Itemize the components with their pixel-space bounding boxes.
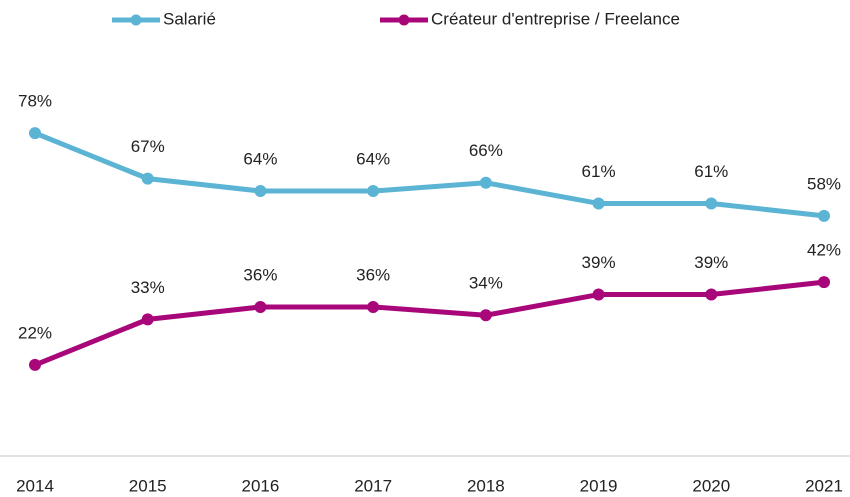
data-label: 67% (131, 137, 165, 156)
x-tick-label: 2018 (467, 476, 505, 495)
data-point (705, 197, 718, 210)
data-label: 34% (469, 274, 503, 293)
data-label: 36% (356, 265, 390, 284)
data-label: 58% (807, 174, 841, 193)
data-point (141, 313, 154, 326)
data-point (705, 288, 718, 301)
x-tick-label: 2020 (692, 476, 730, 495)
legend-marker (130, 14, 142, 26)
legend-label: Créateur d'entreprise / Freelance (431, 9, 680, 28)
data-label: 33% (131, 278, 165, 297)
series-line (34, 279, 825, 368)
data-label: 39% (582, 253, 616, 272)
data-label: 78% (18, 92, 52, 111)
series-line (34, 130, 825, 219)
legend-label: Salarié (163, 9, 216, 28)
data-label: 36% (243, 265, 277, 284)
x-tick-label: 2015 (129, 476, 167, 495)
x-tick-label: 2014 (16, 476, 54, 495)
legend-marker (398, 14, 410, 26)
data-point (367, 300, 380, 313)
data-point (367, 185, 380, 198)
x-tick-label: 2019 (580, 476, 618, 495)
data-point (479, 176, 492, 189)
data-label: 64% (356, 150, 390, 169)
data-label: 61% (582, 162, 616, 181)
x-tick-label: 2016 (242, 476, 280, 495)
data-label: 22% (18, 323, 52, 342)
data-point (592, 288, 605, 301)
data-label: 42% (807, 241, 841, 260)
data-label: 39% (694, 253, 728, 272)
x-tick-label: 2021 (805, 476, 843, 495)
data-label: 61% (694, 162, 728, 181)
data-point (818, 209, 830, 222)
data-point (818, 276, 830, 289)
data-point (141, 172, 154, 185)
data-point (29, 358, 41, 371)
data-label: 66% (469, 141, 503, 160)
data-point (479, 309, 492, 322)
data-point (592, 197, 605, 210)
data-label: 64% (243, 150, 277, 169)
x-tick-label: 2017 (354, 476, 392, 495)
data-point (254, 185, 267, 198)
data-point (29, 127, 41, 140)
data-point (254, 300, 267, 313)
